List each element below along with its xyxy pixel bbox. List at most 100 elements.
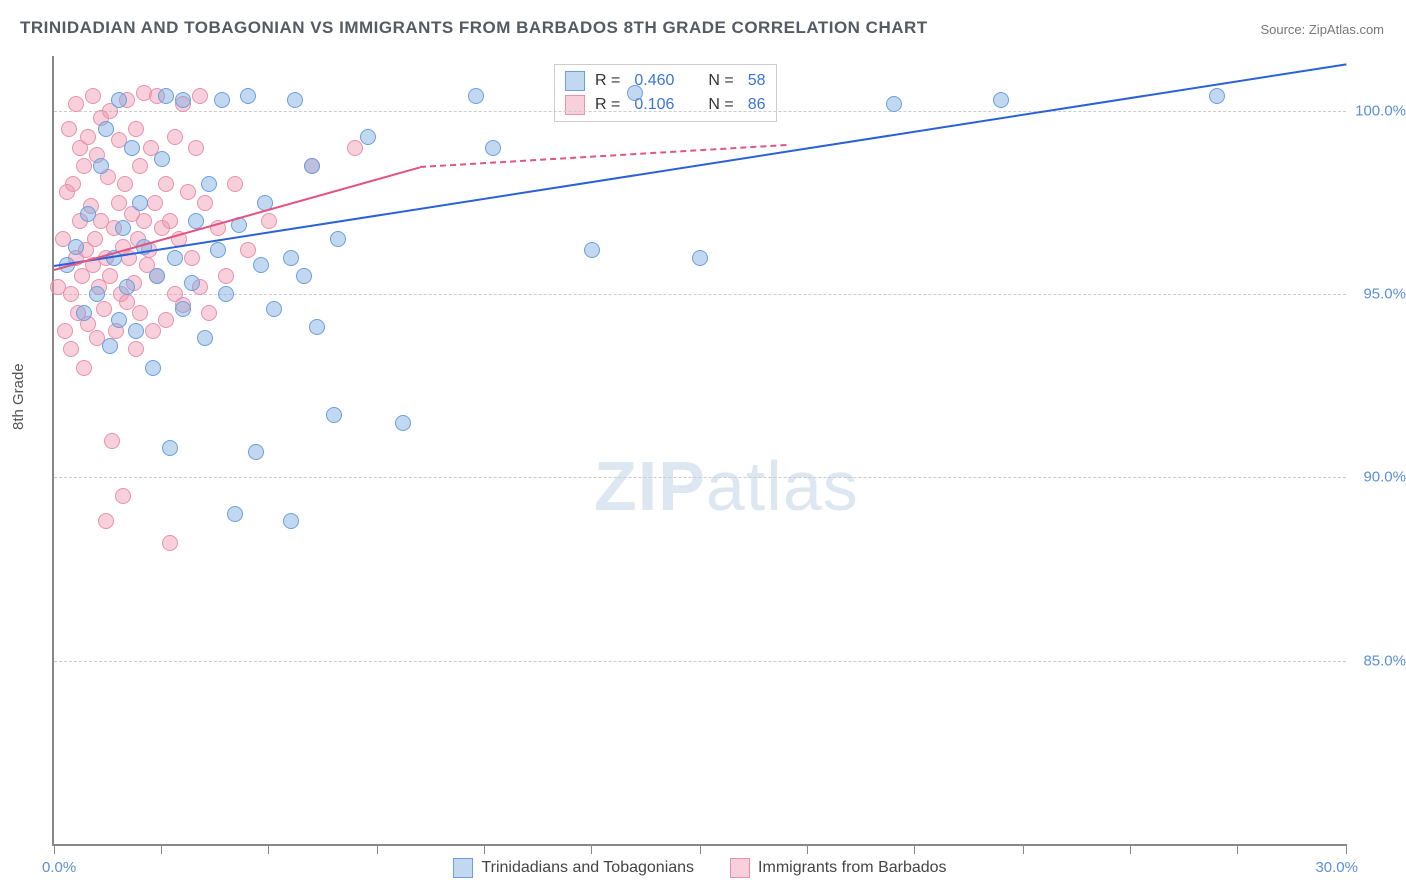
scatter-point-pink — [158, 176, 174, 192]
scatter-point-blue — [627, 85, 643, 101]
legend: Trinidadians and Tobagonians Immigrants … — [54, 858, 1346, 878]
scatter-point-blue — [98, 121, 114, 137]
x-tick — [377, 844, 378, 854]
scatter-point-blue — [93, 158, 109, 174]
y-tick-label: 90.0% — [1351, 469, 1406, 486]
y-tick-label: 100.0% — [1351, 102, 1406, 119]
y-axis-label: 8th Grade — [10, 363, 27, 430]
scatter-point-blue — [102, 338, 118, 354]
scatter-point-blue — [162, 440, 178, 456]
scatter-point-pink — [57, 323, 73, 339]
scatter-point-pink — [347, 140, 363, 156]
scatter-point-blue — [218, 286, 234, 302]
scatter-point-blue — [119, 279, 135, 295]
scatter-point-blue — [184, 275, 200, 291]
legend-swatch-pink — [730, 858, 750, 878]
scatter-point-blue — [692, 250, 708, 266]
scatter-point-pink — [145, 323, 161, 339]
scatter-point-blue — [309, 319, 325, 335]
scatter-point-blue — [210, 242, 226, 258]
info-row-pink: R = 0.106 N = 86 — [565, 93, 766, 117]
x-tick — [54, 844, 55, 854]
grid-line — [54, 294, 1346, 295]
info-row-blue: R = 0.460 N = 58 — [565, 69, 766, 93]
scatter-point-blue — [584, 242, 600, 258]
x-tick — [807, 844, 808, 854]
scatter-point-blue — [201, 176, 217, 192]
x-tick — [1023, 844, 1024, 854]
scatter-point-blue — [145, 360, 161, 376]
watermark: ZIPatlas — [594, 446, 859, 526]
source-label: Source: ZipAtlas.com — [1260, 22, 1384, 37]
scatter-point-pink — [147, 195, 163, 211]
scatter-point-pink — [197, 195, 213, 211]
scatter-point-pink — [128, 121, 144, 137]
scatter-point-pink — [132, 158, 148, 174]
legend-swatch-blue — [453, 858, 473, 878]
scatter-point-blue — [227, 506, 243, 522]
scatter-point-blue — [326, 407, 342, 423]
plot-area: ZIPatlas R = 0.460 N = 58 R = 0.106 N = … — [52, 56, 1346, 846]
scatter-point-blue — [330, 231, 346, 247]
scatter-point-pink — [68, 96, 84, 112]
legend-item-blue: Trinidadians and Tobagonians — [453, 858, 694, 878]
legend-item-pink: Immigrants from Barbados — [730, 858, 947, 878]
scatter-point-blue — [89, 286, 105, 302]
n-label: N = — [708, 72, 733, 90]
scatter-point-pink — [167, 129, 183, 145]
scatter-point-blue — [111, 312, 127, 328]
swatch-blue — [565, 71, 585, 91]
scatter-point-pink — [63, 286, 79, 302]
watermark-atlas: atlas — [706, 447, 859, 525]
scatter-point-blue — [76, 305, 92, 321]
scatter-point-pink — [61, 121, 77, 137]
scatter-point-pink — [180, 184, 196, 200]
scatter-point-blue — [128, 323, 144, 339]
scatter-point-pink — [227, 176, 243, 192]
chart-title: TRINIDADIAN AND TOBAGONIAN VS IMMIGRANTS… — [20, 18, 928, 38]
scatter-point-blue — [1209, 88, 1225, 104]
grid-line — [54, 111, 1346, 112]
n-value-blue: 58 — [748, 72, 766, 90]
scatter-point-blue — [68, 239, 84, 255]
x-tick — [268, 844, 269, 854]
legend-label-pink: Immigrants from Barbados — [758, 859, 947, 877]
scatter-point-pink — [136, 213, 152, 229]
x-tick — [914, 844, 915, 854]
r-label: R = — [595, 72, 620, 90]
scatter-point-pink — [192, 88, 208, 104]
scatter-point-blue — [132, 195, 148, 211]
x-tick — [700, 844, 701, 854]
scatter-point-blue — [266, 301, 282, 317]
grid-line — [54, 477, 1346, 478]
scatter-point-blue — [287, 92, 303, 108]
scatter-point-pink — [98, 513, 114, 529]
legend-label-blue: Trinidadians and Tobagonians — [481, 859, 694, 877]
scatter-point-pink — [76, 158, 92, 174]
scatter-point-pink — [201, 305, 217, 321]
scatter-point-blue — [468, 88, 484, 104]
scatter-point-pink — [188, 140, 204, 156]
scatter-point-blue — [304, 158, 320, 174]
scatter-point-blue — [283, 513, 299, 529]
scatter-point-pink — [162, 535, 178, 551]
scatter-point-pink — [80, 129, 96, 145]
y-tick-label: 95.0% — [1351, 286, 1406, 303]
x-tick — [484, 844, 485, 854]
scatter-point-blue — [296, 268, 312, 284]
scatter-point-pink — [104, 433, 120, 449]
scatter-point-blue — [214, 92, 230, 108]
scatter-point-pink — [240, 242, 256, 258]
scatter-point-blue — [80, 206, 96, 222]
scatter-point-pink — [218, 268, 234, 284]
scatter-point-blue — [149, 268, 165, 284]
scatter-point-pink — [162, 213, 178, 229]
scatter-point-blue — [886, 96, 902, 112]
x-tick — [161, 844, 162, 854]
scatter-point-pink — [87, 231, 103, 247]
scatter-point-pink — [85, 88, 101, 104]
scatter-point-blue — [395, 415, 411, 431]
scatter-point-blue — [248, 444, 264, 460]
regression-line-pink-dash — [420, 144, 786, 168]
scatter-point-pink — [184, 250, 200, 266]
